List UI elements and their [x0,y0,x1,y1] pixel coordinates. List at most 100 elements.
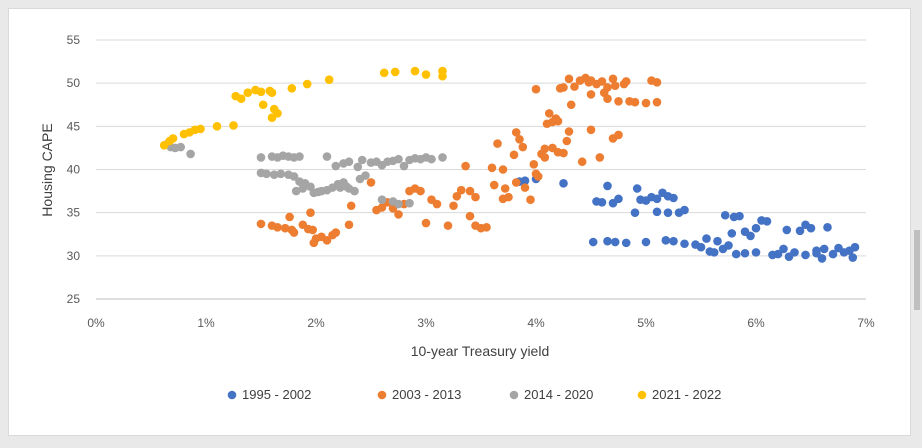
data-point [498,194,508,204]
data-point [394,154,403,164]
data-point [168,134,178,143]
data-point [416,186,425,196]
data-point [350,186,359,196]
data-point [438,71,447,81]
legend-item: 2014 - 2020 [509,387,593,402]
data-point [795,226,805,236]
data-point [443,221,453,230]
data-point [566,100,576,110]
data-point [267,113,277,122]
data-point [735,211,744,221]
legend-label: 1995 - 2002 [242,387,311,402]
data-point [610,81,620,91]
data-points [159,66,860,263]
data-point [509,150,519,160]
data-point [526,195,535,205]
data-point [405,198,414,208]
data-point [614,130,623,140]
data-point [848,253,858,262]
data-point [713,236,722,246]
data-point [630,208,640,217]
data-point [817,254,827,263]
legend-item: 2003 - 2013 [377,387,461,402]
legend-label: 2021 - 2022 [652,387,721,402]
data-point [482,223,491,232]
data-point [421,70,431,79]
data-point [394,210,403,219]
data-point [564,127,574,136]
data-point [465,211,475,221]
series-1995-2002 [515,174,860,263]
data-point [531,84,541,94]
data-point [773,249,783,259]
data-point [344,220,354,230]
window-edge [914,230,920,310]
data-point [465,186,475,196]
x-tick-label: 1% [197,316,215,330]
data-point [621,238,631,248]
data-point [438,153,447,162]
data-point [322,235,332,245]
y-tick-labels: 25 30 35 40 45 50 55 [67,33,81,306]
data-point [586,90,596,99]
data-point [680,239,689,249]
legend-marker [227,390,237,400]
data-point [377,195,387,205]
data-point [236,94,246,104]
data-point [751,248,761,257]
y-tick-label: 45 [67,119,81,133]
data-point [597,77,607,86]
data-point [353,162,363,172]
data-point [801,250,810,260]
data-point [850,242,860,252]
data-point [562,136,572,146]
data-point [186,149,195,159]
data-point [559,148,568,158]
data-point [493,139,502,148]
data-point [614,194,623,204]
data-point [212,122,222,131]
x-tick-label: 7% [857,316,875,330]
x-tick-label: 2% [307,316,325,330]
data-point [256,219,266,229]
data-point [324,75,334,85]
data-point [740,248,750,258]
y-axis-title: Housing CAPE [39,123,55,216]
data-point [610,237,620,247]
y-tick-label: 25 [67,292,81,306]
data-point [806,223,816,233]
x-tick-label: 4% [527,316,545,330]
data-point [285,212,294,222]
legend: 1995 - 2002 2003 - 2013 2014 - 2020 2021 - … [227,387,721,402]
data-point [276,169,286,179]
legend-marker [509,390,519,400]
data-point [262,169,271,179]
data-point [176,142,185,152]
data-point [533,172,543,181]
data-point [287,84,297,93]
data-point [322,152,332,161]
data-point [196,124,205,134]
data-point [515,134,524,144]
data-point [399,161,409,171]
data-point [302,79,312,89]
data-point [577,157,587,167]
data-point [652,207,662,217]
y-tick-label: 40 [67,163,81,177]
data-point [779,244,788,254]
legend-item: 2021 - 2022 [637,387,721,402]
data-point [410,66,420,76]
data-point [432,199,442,209]
data-point [306,208,315,217]
data-point [390,67,400,77]
data-point [529,160,539,169]
data-point [256,153,266,162]
data-point [295,152,304,161]
data-point [727,229,737,238]
data-point [256,87,266,97]
data-point [520,183,530,192]
data-point [812,248,821,258]
y-tick-label: 50 [67,76,81,90]
y-tick-label: 55 [67,33,81,47]
data-point [751,223,761,233]
